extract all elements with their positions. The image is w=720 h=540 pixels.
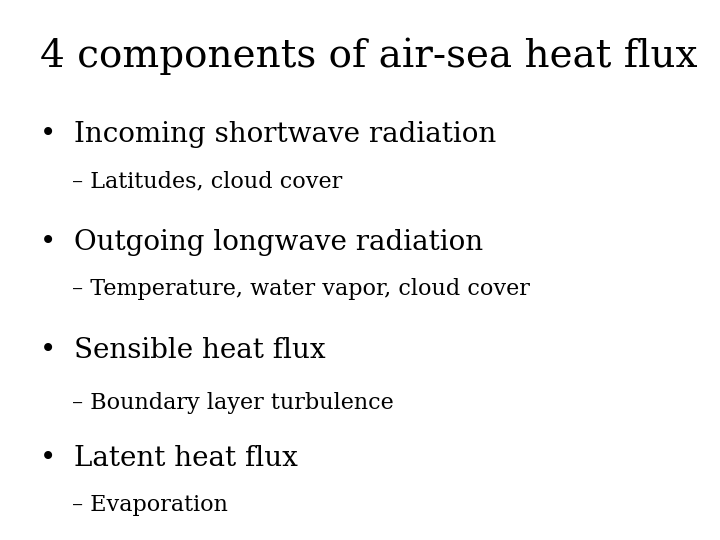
Text: – Evaporation: – Evaporation [72, 494, 228, 516]
Text: – Latitudes, cloud cover: – Latitudes, cloud cover [72, 170, 342, 192]
Text: •  Latent heat flux: • Latent heat flux [40, 446, 297, 472]
Text: – Boundary layer turbulence: – Boundary layer turbulence [72, 392, 394, 414]
Text: •  Incoming shortwave radiation: • Incoming shortwave radiation [40, 122, 496, 148]
Text: 4 components of air-sea heat flux: 4 components of air-sea heat flux [40, 38, 697, 75]
Text: •  Sensible heat flux: • Sensible heat flux [40, 338, 325, 364]
Text: •  Outgoing longwave radiation: • Outgoing longwave radiation [40, 230, 482, 256]
Text: – Temperature, water vapor, cloud cover: – Temperature, water vapor, cloud cover [72, 278, 530, 300]
